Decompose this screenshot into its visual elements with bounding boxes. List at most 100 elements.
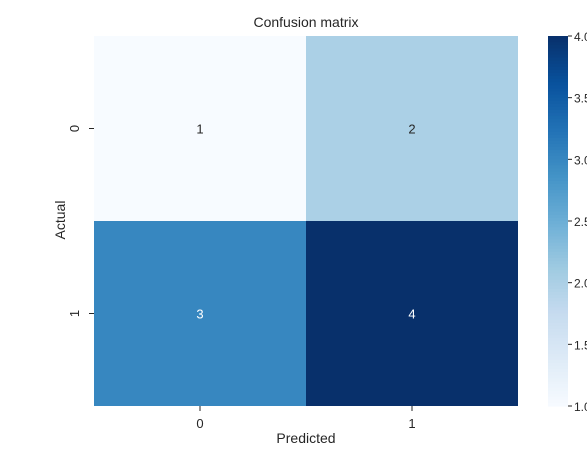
colorbar-segment (548, 42, 568, 46)
colorbar-segment (548, 325, 568, 330)
colorbar-segment (548, 131, 568, 136)
colorbar-segment (548, 48, 568, 53)
colorbar-segment (548, 248, 568, 253)
colorbar-tick-label: 2.0 (574, 277, 587, 291)
colorbar-segment (548, 233, 568, 238)
colorbar-segment (548, 344, 568, 349)
colorbar-segment (548, 143, 568, 148)
colorbar-segment (548, 134, 568, 139)
colorbar-segment (548, 369, 568, 373)
colorbar-segment (548, 116, 568, 120)
colorbar-segment (548, 239, 568, 244)
colorbar-segment (548, 208, 568, 213)
colorbar-segment (548, 387, 568, 392)
cell-annotation: 3 (196, 307, 203, 322)
colorbar-segment (548, 211, 568, 216)
colorbar-tick-label: 3.0 (574, 153, 587, 167)
colorbar-segment (548, 122, 568, 127)
colorbar-tick-label: 4.0 (574, 30, 587, 44)
colorbar-segment (548, 298, 568, 302)
colorbar-segment (548, 187, 568, 191)
colorbar-segment (548, 307, 568, 312)
colorbar-segment (548, 113, 568, 117)
colorbar-segment (548, 94, 568, 99)
colorbar-segment (548, 328, 568, 333)
colorbar-segment (548, 76, 568, 80)
colorbar-segment (548, 119, 568, 123)
heatmap-cells: 1 2 3 4 (94, 36, 518, 406)
colorbar-segment (548, 156, 568, 160)
colorbar-segment (548, 165, 568, 170)
colorbar-segment (548, 184, 568, 188)
heatmap-cell (306, 221, 518, 406)
colorbar-segment (548, 39, 568, 43)
colorbar-segment (548, 63, 568, 68)
colorbar-segment (548, 214, 568, 219)
colorbar-segment (548, 91, 568, 96)
colorbar-segment (548, 261, 568, 265)
colorbar-segment (548, 273, 568, 278)
colorbar-tick-label: 3.5 (574, 92, 587, 106)
colorbar-segment (548, 319, 568, 324)
colorbar-segment (548, 242, 568, 247)
y-tick-label: 1 (67, 310, 82, 317)
colorbar-segment (548, 316, 568, 321)
cell-annotation: 1 (196, 122, 203, 137)
colorbar-segment (548, 251, 568, 256)
x-tick-label: 0 (196, 416, 203, 431)
colorbar-segment (548, 162, 568, 167)
colorbar-segment (548, 304, 568, 308)
colorbar-segment (548, 396, 568, 401)
colorbar-tick-label: 2.5 (574, 215, 587, 229)
colorbar-segment (548, 236, 568, 241)
colorbar-segment (548, 199, 568, 204)
colorbar-segment (548, 221, 568, 225)
colorbar-segment (548, 147, 568, 151)
colorbar-segment (548, 224, 568, 228)
colorbar-segment (548, 205, 568, 210)
colorbar-segment (548, 267, 568, 271)
colorbar-segment (548, 282, 568, 287)
colorbar-segment (548, 140, 568, 145)
colorbar-segment (548, 332, 568, 336)
colorbar-segment (548, 402, 568, 407)
colorbar-tick-label: 1.5 (574, 338, 587, 352)
colorbar-segment (548, 258, 568, 262)
colorbar-segment (548, 180, 568, 185)
colorbar-segment (548, 85, 568, 90)
cell-annotation: 4 (408, 307, 415, 322)
heatmap-cell (94, 221, 306, 406)
colorbar-segment (548, 159, 568, 164)
colorbar-segment (548, 227, 568, 231)
colorbar-segment (548, 45, 568, 49)
colorbar-segment (548, 150, 568, 154)
colorbar-segment (548, 276, 568, 281)
heatmap-cell (306, 36, 518, 221)
colorbar-segment (548, 196, 568, 201)
colorbar-segment (548, 372, 568, 376)
colorbar-segment (548, 171, 568, 176)
y-tick-label: 0 (67, 125, 82, 132)
colorbar-segment (548, 291, 568, 296)
heatmap-cell (94, 36, 306, 221)
colorbar-segment (548, 79, 568, 83)
colorbar-segment (548, 347, 568, 352)
colorbar-segment (548, 390, 568, 395)
colorbar-segment (548, 310, 568, 315)
colorbar-segment (548, 230, 568, 234)
colorbar-segment (548, 365, 568, 370)
colorbar-segment (548, 69, 568, 74)
cell-annotation: 2 (408, 122, 415, 137)
colorbar-segment (548, 73, 568, 77)
colorbar-segment (548, 254, 568, 259)
x-axis-label: Predicted (276, 430, 335, 446)
colorbar-segment (548, 137, 568, 142)
colorbar-segment (548, 168, 568, 173)
colorbar-segment (548, 103, 568, 108)
colorbar-segment (548, 378, 568, 382)
colorbar-segment (548, 356, 568, 361)
colorbar-segment (548, 245, 568, 250)
colorbar-segment (548, 295, 568, 299)
